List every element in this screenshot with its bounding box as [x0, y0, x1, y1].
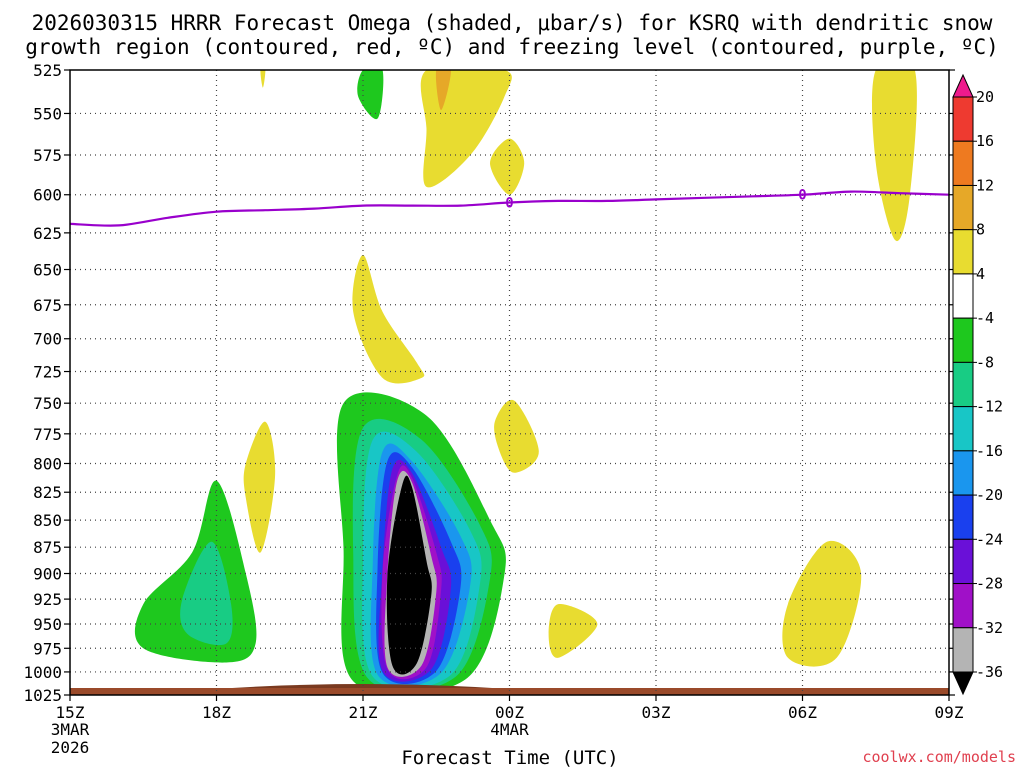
colorbar-bin	[952, 140, 974, 186]
freezing-level-label: 0	[505, 195, 513, 211]
colorbar-bin	[952, 229, 974, 275]
chart-gridlines	[70, 70, 949, 695]
colorbar-label: 12	[976, 176, 994, 194]
yellow-950-region	[548, 603, 598, 658]
x-tick-label: 03Z	[642, 703, 671, 722]
y-tick-label: 700	[33, 330, 62, 349]
y-tick-label: 725	[33, 363, 62, 382]
colorbar-bin	[952, 583, 974, 629]
y-tick-label: 550	[33, 104, 62, 123]
x-tick-label: 06Z	[788, 703, 817, 722]
y-tick-label: 825	[33, 483, 62, 502]
colorbar-bottom-arrow	[952, 671, 974, 696]
credit-link[interactable]: coolwx.com/models	[862, 748, 1016, 766]
yellow-650-region	[352, 255, 425, 384]
y-tick-label: 900	[33, 565, 62, 584]
ground-bump	[216, 684, 510, 689]
y-tick-label: 750	[33, 394, 62, 413]
ground-surface	[70, 688, 949, 695]
x-tick-year: 2026	[51, 738, 90, 757]
colorbar-top-arrow	[952, 73, 974, 98]
yellow-815-region	[243, 421, 276, 553]
downward-green-upper-region	[357, 70, 384, 120]
colorbar-bin	[952, 184, 974, 231]
colorbar-label: 4	[976, 265, 985, 283]
y-tick-label: 525	[33, 61, 62, 80]
y-tick-label: 775	[33, 425, 62, 444]
upward-core-level-9	[386, 475, 432, 675]
colorbar-label: 8	[976, 221, 985, 239]
y-tick-label: 875	[33, 538, 62, 557]
y-tick-label: 1000	[23, 663, 62, 682]
colorbar-bin	[952, 450, 974, 496]
colorbar-bin	[952, 96, 974, 142]
y-tick-label: 850	[33, 511, 62, 530]
orange-upper-b-region	[435, 70, 451, 111]
y-tick-label: 650	[33, 261, 62, 280]
y-tick-label: 800	[33, 454, 62, 473]
colorbar-label: -28	[976, 575, 1003, 593]
yellow-775-region	[494, 399, 539, 473]
omega-colorbar: 20 16 12 8 4 -4 -8 -12 -16 -20 -24 -28 -32 -36	[952, 73, 1003, 696]
colorbar-bin	[952, 273, 974, 319]
yellow-930-right-region	[782, 540, 862, 667]
chart-title-line2: growth region (contoured, red, ºC) and f…	[25, 35, 999, 59]
y-tick-label: 950	[33, 615, 62, 634]
downward-teal-left-region	[180, 541, 233, 646]
x-axis-label: Forecast Time (UTC)	[401, 747, 618, 768]
y-tick-label: 975	[33, 639, 62, 658]
colorbar-label: -8	[976, 353, 994, 371]
x-tick-label: 18Z	[202, 703, 231, 722]
colorbar-label: -36	[976, 663, 1003, 681]
x-tick-label: 15Z	[56, 703, 85, 722]
colorbar-label: -4	[976, 309, 994, 327]
x-tick-date: 3MAR	[51, 720, 90, 739]
freezing-level-line	[69, 190, 950, 227]
yellow-600-region	[490, 138, 525, 195]
freezing-level-label: 0	[798, 188, 806, 204]
colorbar-label: -32	[976, 619, 1003, 637]
y-tick-label: 575	[33, 146, 62, 165]
chart-title-line1: 2026030315 HRRR Forecast Omega (shaded, …	[32, 11, 993, 35]
y-tick-label: 600	[33, 186, 62, 205]
colorbar-bin	[952, 627, 974, 673]
y-tick-label: 1025	[23, 686, 62, 705]
x-tick-date: 4MAR	[490, 720, 529, 739]
y-tick-label: 675	[33, 296, 62, 315]
colorbar-bin	[952, 406, 974, 452]
y-tick-label: 925	[33, 590, 62, 609]
colorbar-bin	[952, 317, 974, 363]
colorbar-label: 20	[976, 88, 994, 106]
colorbar-bin	[952, 538, 974, 585]
y-tick-label: 625	[33, 224, 62, 243]
colorbar-bin	[952, 361, 974, 408]
colorbar-label: -20	[976, 486, 1003, 504]
colorbar-label: -24	[976, 530, 1003, 548]
colorbar-label: -16	[976, 442, 1003, 460]
yellow-525-a-region	[260, 70, 266, 88]
yellow-upper-right-region	[871, 70, 917, 242]
colorbar-bin	[952, 494, 974, 540]
x-tick-label: 09Z	[935, 703, 964, 722]
x-tick-label: 00Z	[495, 703, 524, 722]
pressure-axis: 525 550 575 600 625 650 675 700 725 750 775 800 825 8…	[23, 61, 955, 705]
colorbar-label: 16	[976, 132, 994, 150]
colorbar-label: -12	[976, 398, 1003, 416]
x-tick-label: 21Z	[349, 703, 378, 722]
